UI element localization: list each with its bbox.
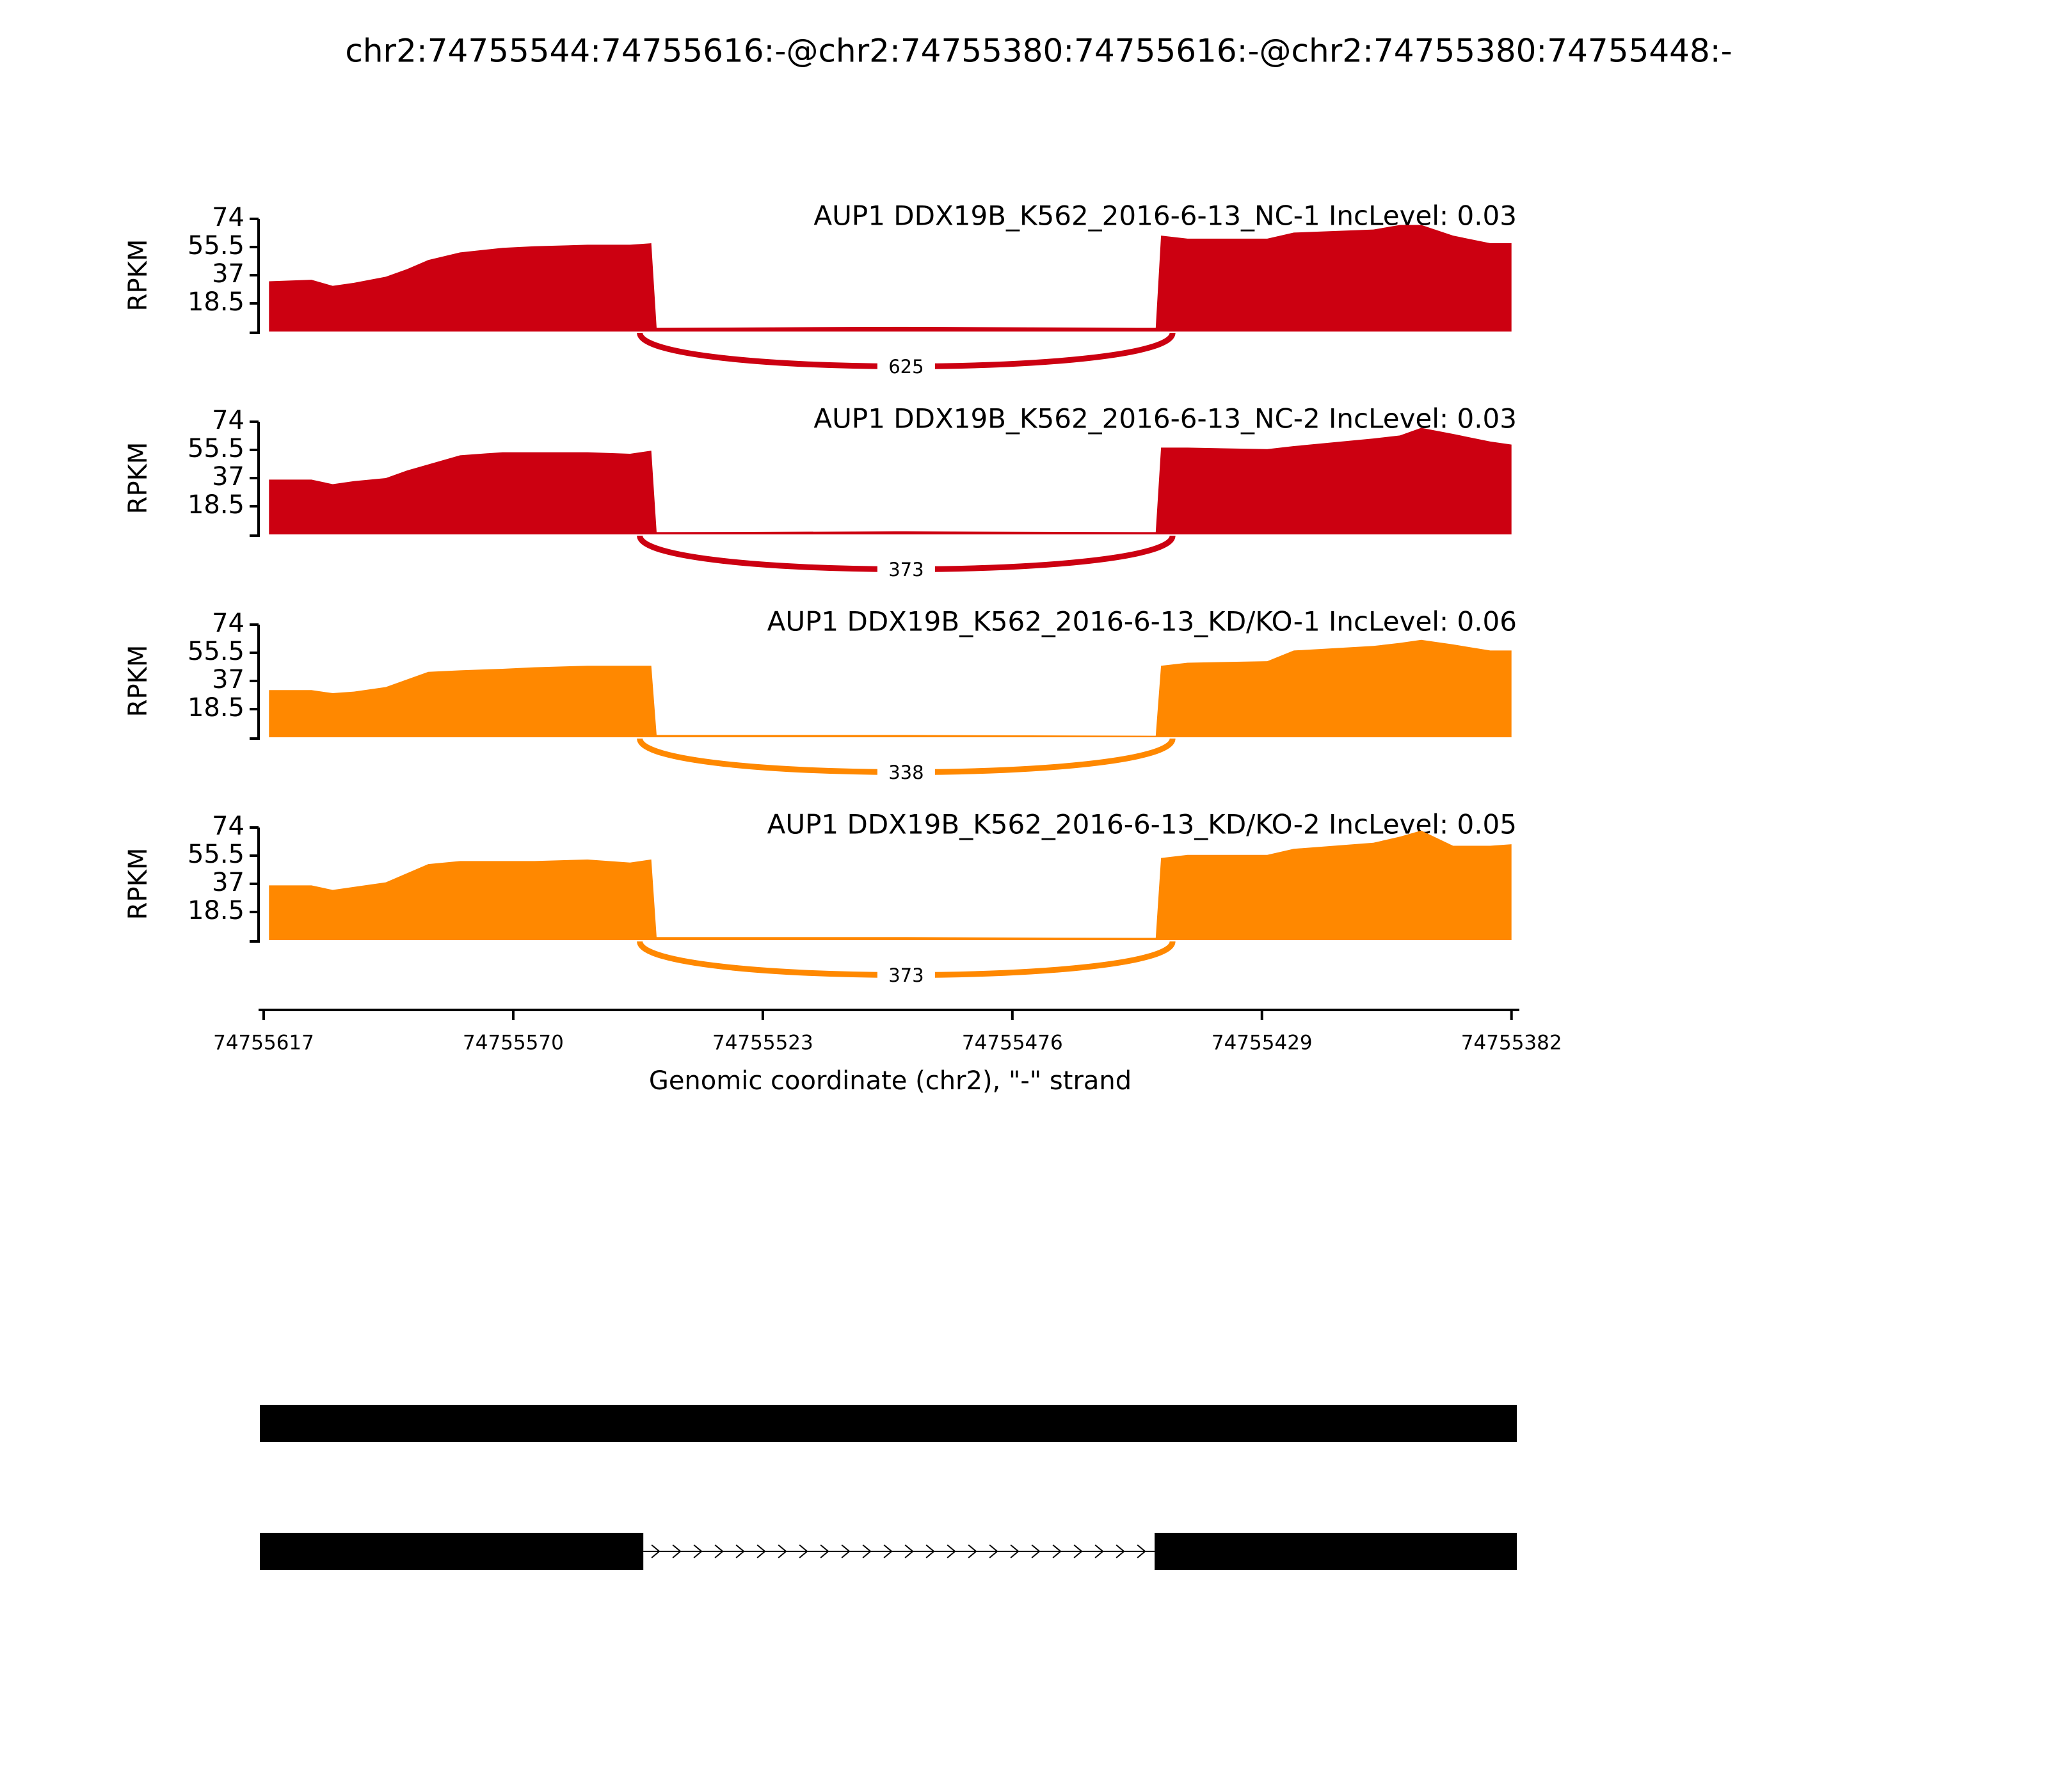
intron-arrow [1094, 1544, 1104, 1558]
x-tick-label: 74755382 [1461, 1032, 1562, 1055]
y-axis-label: RPKM [124, 239, 153, 312]
y-tick-label: 18.5 [188, 490, 244, 520]
y-tick-label: 37 [212, 462, 244, 492]
y-axis-label: RPKM [124, 442, 153, 515]
exon [260, 1405, 1517, 1442]
intron-arrow [841, 1544, 851, 1558]
y-tick-label: 18.5 [188, 693, 244, 723]
intron-arrow [651, 1544, 660, 1558]
y-tick-label: 18.5 [188, 287, 244, 317]
y-tick-label: 74 [212, 609, 244, 638]
junction-label: 373 [888, 559, 924, 580]
junction-label-bg [877, 355, 935, 380]
y-tick-label: 55.5 [188, 231, 244, 260]
junction-label: 625 [888, 356, 924, 378]
junction-label-bg [877, 557, 935, 583]
chart-title: chr2:74755544:74755616:-@chr2:74755380:7… [345, 33, 1732, 70]
track-title: AUP1 DDX19B_K562_2016-6-13_KD/KO-2 IncLe… [767, 809, 1517, 840]
intron-arrow [714, 1544, 724, 1558]
y-tick-label: 55.5 [188, 637, 244, 666]
exon [260, 1533, 644, 1570]
coverage-area [269, 225, 1512, 332]
intron-arrow [756, 1544, 766, 1558]
intron-arrow [672, 1544, 682, 1558]
y-tick-label: 18.5 [188, 896, 244, 925]
intron-arrow [1116, 1544, 1125, 1558]
intron-arrow [1052, 1544, 1062, 1558]
y-tick-label: 37 [212, 665, 244, 694]
intron-arrow [862, 1544, 872, 1558]
intron-arrow [820, 1544, 829, 1558]
intron-arrow [947, 1544, 956, 1558]
y-tick-label: 74 [212, 406, 244, 435]
junction-label: 338 [888, 762, 924, 783]
x-tick-label: 74755523 [712, 1032, 813, 1055]
y-tick-label: 37 [212, 259, 244, 289]
track-title: AUP1 DDX19B_K562_2016-6-13_KD/KO-1 IncLe… [767, 606, 1517, 637]
intron-arrow [799, 1544, 808, 1558]
intron-arrow [925, 1544, 935, 1558]
intron-arrow [968, 1544, 977, 1558]
intron-arrow [1010, 1544, 1020, 1558]
coverage-area [269, 428, 1512, 534]
y-tick-label: 55.5 [188, 840, 244, 869]
y-axis-label: RPKM [124, 848, 153, 920]
x-tick-label: 74755429 [1212, 1032, 1313, 1055]
intron-arrow [904, 1544, 914, 1558]
intron-arrow [1031, 1544, 1041, 1558]
y-tick-label: 37 [212, 868, 244, 897]
intron-arrow [693, 1544, 703, 1558]
y-axis-label: RPKM [124, 645, 153, 717]
x-tick-label: 74755570 [463, 1032, 564, 1055]
intron-arrow [735, 1544, 745, 1558]
coverage-area [269, 639, 1512, 737]
x-axis-label: Genomic coordinate (chr2), "-" strand [649, 1066, 1132, 1096]
exon [1155, 1533, 1517, 1570]
intron-arrow [778, 1544, 787, 1558]
intron-arrow [1137, 1544, 1146, 1558]
y-tick-label: 55.5 [188, 434, 244, 463]
y-tick-label: 74 [212, 812, 244, 841]
x-tick-label: 74755476 [962, 1032, 1063, 1055]
intron-arrow [883, 1544, 893, 1558]
junction-label: 373 [888, 964, 924, 986]
track-title: AUP1 DDX19B_K562_2016-6-13_NC-2 IncLevel… [813, 403, 1517, 435]
junction-label-bg [877, 760, 935, 786]
coverage-area [269, 830, 1512, 940]
intron-arrow [1073, 1544, 1083, 1558]
junction-label-bg [877, 963, 935, 989]
y-tick-label: 74 [212, 203, 244, 232]
x-tick-label: 74755617 [213, 1032, 314, 1055]
intron-arrow [989, 1544, 998, 1558]
